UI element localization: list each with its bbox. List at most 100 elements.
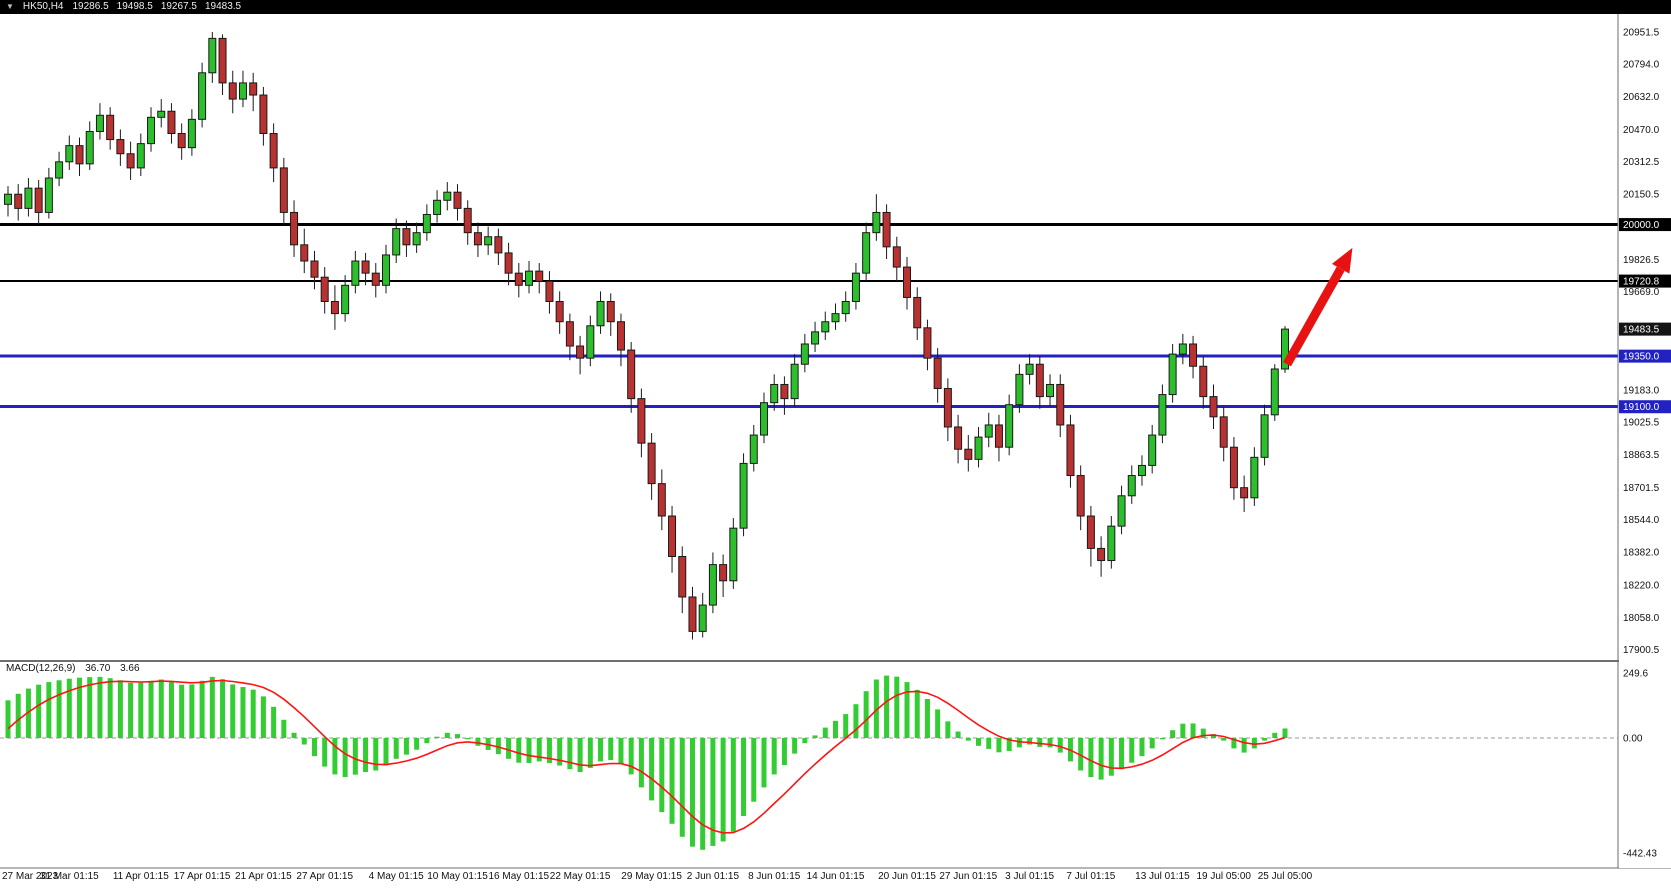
- close-value: 19483.5: [204, 1, 242, 12]
- macd-bar: [1037, 738, 1043, 747]
- bear-candle: [126, 153, 135, 169]
- bear-candle: [1209, 396, 1218, 418]
- bear-candle: [290, 211, 299, 246]
- trend-arrow-annotation[interactable]: [1283, 247, 1353, 367]
- bear-candle: [75, 145, 84, 165]
- bear-candle: [657, 483, 666, 517]
- macd-bar: [608, 738, 614, 761]
- macd-scale-label: 0.00: [1623, 734, 1643, 745]
- bear-candle: [1076, 475, 1085, 517]
- macd-bar: [924, 699, 930, 738]
- price-tag-label: 19100.0: [1623, 402, 1660, 413]
- bear-candle: [453, 191, 462, 209]
- time-axis-label: 19 Jul 05:00: [1196, 871, 1251, 882]
- macd-bar: [138, 682, 144, 738]
- macd-bar: [1262, 738, 1268, 741]
- macd-bar: [832, 720, 838, 738]
- macd-bar: [1129, 738, 1135, 763]
- chart-collapse-icon[interactable]: ▼: [6, 2, 14, 11]
- bull-candle: [198, 72, 207, 120]
- macd-bar: [434, 736, 440, 738]
- bull-candle: [44, 177, 53, 213]
- macd-bar: [1210, 734, 1216, 738]
- bear-candle: [1035, 363, 1044, 398]
- time-axis-label: 20 Jun 01:15: [878, 871, 936, 882]
- candlesticks: [4, 32, 1289, 640]
- macd-bar: [179, 684, 185, 738]
- macd-bar: [1200, 728, 1206, 738]
- panel-separators[interactable]: [0, 660, 1671, 869]
- bear-candle: [627, 349, 636, 400]
- bear-candle: [780, 383, 789, 400]
- macd-bar: [1088, 738, 1094, 777]
- price-scale-background[interactable]: [1619, 14, 1671, 868]
- time-axis-label: 29 May 01:15: [621, 871, 682, 882]
- macd-bar: [393, 738, 399, 759]
- bear-candle: [933, 357, 942, 390]
- macd-bar: [720, 738, 726, 842]
- indicator-main-value: 36.70: [85, 663, 111, 674]
- macd-bar: [403, 738, 409, 755]
- bull-candle: [862, 232, 871, 274]
- price-tick-label: 20312.5: [1623, 157, 1660, 168]
- bear-candle: [1229, 446, 1238, 489]
- time-axis-label: 27 Jun 01:15: [939, 871, 997, 882]
- bull-candle: [1015, 373, 1024, 406]
- time-axis-label: 3 Jul 01:15: [1005, 871, 1054, 882]
- price-tick-label: 18701.5: [1623, 483, 1660, 494]
- macd-bar: [781, 738, 787, 766]
- macd-bar: [526, 738, 532, 763]
- bear-candle: [678, 556, 687, 598]
- horizontal-level-lines[interactable]: [0, 223, 1618, 409]
- price-scale[interactable]: 20951.5 20794.0 20632.0 20470.0 20312.5 20150…: [1619, 28, 1671, 860]
- macd-bar: [792, 738, 798, 754]
- macd-bar: [128, 682, 134, 738]
- macd-bar: [1027, 738, 1033, 745]
- macd-bar: [209, 676, 215, 738]
- macd-scale-label: 249.6: [1623, 669, 1648, 680]
- bear-candle: [494, 236, 503, 254]
- bear-candle: [279, 167, 288, 213]
- macd-bar: [158, 679, 164, 738]
- time-axis-label: 31 Mar 01:15: [40, 871, 99, 882]
- macd-bar: [1251, 738, 1257, 749]
- bull-candle: [1005, 404, 1014, 448]
- price-tick-label: 20632.0: [1623, 92, 1660, 103]
- macd-bar: [577, 738, 583, 773]
- bull-candle: [800, 343, 809, 365]
- macd-bar: [373, 738, 379, 771]
- macd-bar: [598, 738, 604, 762]
- macd-bar: [679, 738, 685, 837]
- macd-bar: [935, 709, 941, 738]
- macd-bar: [659, 738, 665, 813]
- macd-bar: [1282, 728, 1288, 738]
- bear-candle: [320, 276, 329, 302]
- bull-candle: [1107, 525, 1116, 562]
- bull-candle: [790, 363, 799, 400]
- bull-candle: [422, 213, 431, 234]
- bear-candle: [719, 564, 728, 582]
- macd-bar: [730, 738, 736, 832]
- bear-candle: [249, 82, 258, 96]
- bear-candle: [616, 321, 625, 351]
- bear-candle: [943, 388, 952, 428]
- macd-bar: [36, 684, 42, 738]
- macd-bar: [1139, 738, 1145, 757]
- bull-candle: [1127, 475, 1136, 497]
- arrow-head: [1331, 247, 1353, 274]
- indicator-name: MACD(12,26,9): [6, 663, 76, 674]
- bear-candle: [259, 94, 268, 134]
- macd-bar: [1078, 738, 1084, 771]
- macd-bar: [342, 738, 348, 777]
- bull-candle: [851, 272, 860, 302]
- bear-candle: [504, 252, 513, 274]
- bull-candle: [24, 187, 33, 209]
- bull-candle: [208, 37, 217, 74]
- macd-bar: [199, 680, 205, 738]
- macd-bar: [802, 738, 808, 744]
- macd-bar: [638, 738, 644, 788]
